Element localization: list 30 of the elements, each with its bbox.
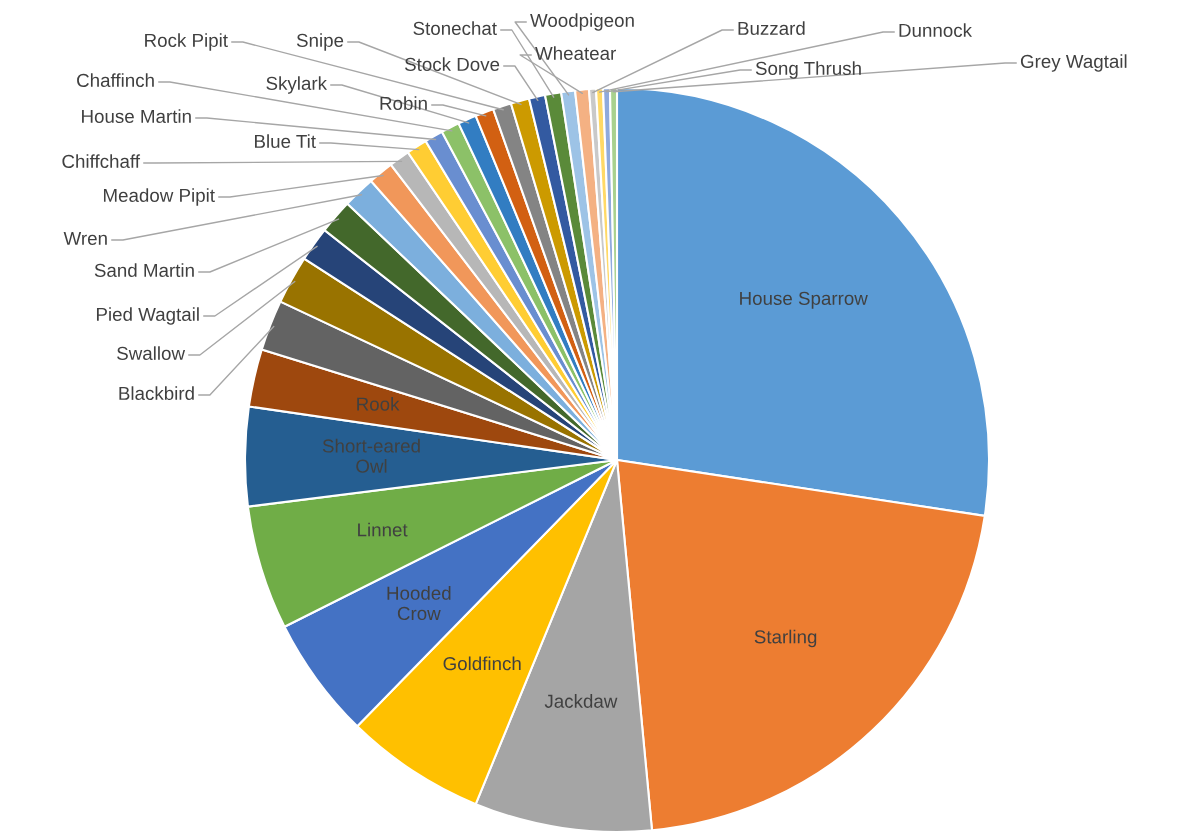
slice-label: Meadow Pipit [103, 188, 215, 206]
slice-label: House Martin [82, 109, 191, 124]
slice-label: Chaffinch [77, 73, 154, 88]
slice-label: Pied Wagtail [96, 307, 199, 325]
slice-label: Chiffchaff [62, 154, 141, 169]
slice-label: Robin [380, 96, 427, 111]
slice-label: Stonechat [413, 21, 497, 36]
slice-label: Snipe [296, 33, 344, 51]
slice-label: Linnet [358, 522, 408, 537]
slice-label: Jackdaw [544, 694, 618, 708]
slice-label: Swallow [117, 346, 186, 361]
slice-label: Skylark [266, 76, 328, 94]
slice-label: Wren [63, 231, 107, 246]
slice-label: Short-eared Owl [322, 438, 420, 473]
slice-label: Starling [754, 629, 817, 648]
slice-label: Rock Pipit [145, 33, 228, 51]
slice-label: Woodpigeon [530, 13, 634, 31]
slice-label: Song Thrush [755, 61, 861, 79]
slice-label: Rook [357, 396, 400, 411]
slice-label: Stock Dove [404, 57, 500, 72]
slice-label: Hooded Crow [387, 586, 451, 621]
slice-label: House Sparrow [740, 291, 868, 309]
slice-label: Buzzard [738, 21, 805, 36]
slice-label: Wheatear [535, 46, 616, 61]
slice-label: Blue Tit [255, 134, 316, 149]
slice-label: Goldfinch [443, 656, 521, 671]
slice-label: Dunnock [899, 23, 973, 38]
slice-label: Sand Martin [94, 263, 194, 278]
slice-label: Blackbird [119, 386, 194, 401]
slice-label: Grey Wagtail [1020, 54, 1127, 72]
